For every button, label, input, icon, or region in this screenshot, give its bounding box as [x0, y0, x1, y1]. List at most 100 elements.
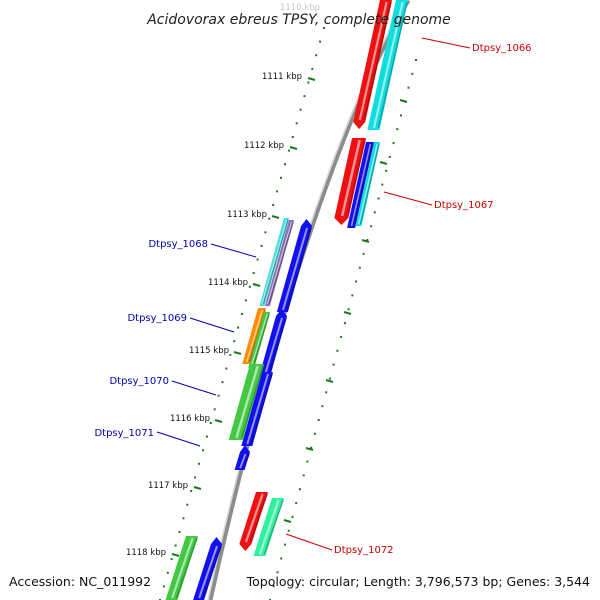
kbp-label-1110: 1110 kbp — [280, 3, 320, 13]
gene-dtpsy-1070-green — [228, 364, 264, 440]
gene-dtpsy-1069-green — [248, 312, 270, 368]
gene-dtpsy-1067-red-shine — [340, 139, 361, 217]
inner-track-dot — [202, 449, 204, 452]
inner-track-dot — [209, 422, 212, 424]
kbp-tick — [193, 485, 202, 491]
gene-bottom-green — [165, 536, 198, 600]
inner-track-dot — [287, 149, 290, 152]
gene-label-dtpsy-1070[interactable]: Dtpsy_1070 — [109, 376, 169, 387]
outer-track-dot — [280, 557, 283, 560]
inner-track-dot — [205, 435, 208, 438]
gene-dtpsy-1068-purple-edge — [268, 221, 294, 305]
outer-track-dot — [317, 419, 320, 421]
gene-label-dtpsy-1072[interactable]: Dtpsy_1072 — [334, 545, 394, 556]
inner-track-dot — [190, 490, 193, 492]
gene-dtpsy-1067-blue-shine — [350, 143, 372, 227]
inner-track-dot — [241, 313, 243, 315]
gene-dtpsy-1066-red — [353, 0, 392, 129]
inner-track-dot — [260, 244, 263, 247]
gene-dtpsy-1071-blue-shine — [239, 453, 247, 469]
kbp-label-1111: 1111 kbp — [262, 72, 302, 82]
gene-dtpsy-1068-purple — [264, 220, 294, 306]
inner-track-dot — [217, 394, 220, 397]
gene-dtpsy-1072-red — [239, 492, 268, 551]
outer-track-dot — [400, 114, 402, 117]
inner-track-dot — [323, 27, 325, 29]
outer-track-dot — [392, 142, 395, 145]
gene-dtpsy-1068-blue-edge — [286, 227, 312, 311]
gene-dtpsy-1066-cyan-shine — [372, 1, 404, 129]
outer-track-dot — [343, 322, 346, 325]
outer-track-dot — [388, 155, 391, 158]
gene-dtpsy-1067-blue-edge — [353, 143, 374, 227]
inner-track-dot — [213, 408, 216, 411]
leader-dtpsy-1069 — [189, 317, 235, 333]
outer-track-dot — [295, 502, 298, 505]
inner-track-dot — [303, 95, 306, 98]
gene-dtpsy-1071-blue-body — [234, 445, 250, 470]
gene-dtpsy-1067-red — [334, 138, 366, 225]
outer-track-dot — [291, 515, 294, 518]
gene-dtpsy-1068-purple-shine — [266, 221, 293, 305]
gene-dtpsy-1070-blue-edge — [250, 373, 273, 445]
gene-bottom-blue — [193, 537, 222, 600]
kbp-tick — [271, 214, 280, 220]
gene-features — [165, 0, 408, 600]
inner-track-dot — [237, 326, 240, 329]
gene-dtpsy-1070-green-shine — [235, 365, 259, 439]
gene-label-dtpsy-1066[interactable]: Dtpsy_1066 — [472, 43, 532, 54]
gene-dtpsy-1068-cyan-edge — [262, 219, 289, 305]
outer-track-dot — [306, 460, 309, 463]
kbp-ticks — [171, 76, 408, 558]
inner-track-dot — [221, 381, 224, 384]
inner-track-dot — [268, 217, 271, 220]
kbp-tick — [283, 518, 292, 524]
gene-label-dtpsy-1071[interactable]: Dtpsy_1071 — [94, 428, 154, 439]
kbp-tick — [171, 552, 180, 558]
gene-dtpsy-1072-red-shine — [244, 493, 264, 543]
leader-dtpsy-1072 — [285, 533, 333, 551]
inner-track-dot — [252, 272, 255, 275]
leader-dtpsy-1067 — [383, 191, 433, 206]
inner-track-dot — [194, 476, 197, 479]
outer-track-dot — [411, 72, 414, 75]
gene-dtpsy-1067-blue — [347, 142, 374, 228]
gene-dtpsy-1067-cyan-shine — [358, 143, 379, 225]
leader-dtpsy-1066 — [421, 37, 471, 49]
map-title: Acidovorax ebreus TPSY, complete genome — [146, 12, 451, 28]
gene-dtpsy-1069-green-edge — [252, 313, 270, 367]
gene-label-dtpsy-1067[interactable]: Dtpsy_1067 — [434, 200, 494, 211]
inner-track-dot — [284, 163, 286, 166]
inner-track-dot — [280, 176, 282, 179]
outer-track-dot — [328, 377, 331, 380]
outer-track-dot — [336, 349, 339, 352]
outer-track-dot — [313, 432, 316, 435]
gene-dtpsy-1068-cyan — [259, 218, 289, 306]
inner-track-dot — [307, 81, 310, 84]
accession-text: Accession: NC_011992 — [9, 574, 151, 589]
gene-label-dtpsy-1068[interactable]: Dtpsy_1068 — [148, 239, 208, 250]
inner-track-dot — [276, 190, 279, 193]
kbp-tick — [307, 76, 316, 82]
kbp-label-1112: 1112 kbp — [244, 141, 284, 151]
kbp-label-1118: 1118 kbp — [126, 548, 166, 558]
gene-dtpsy-1068-blue-shine — [282, 227, 308, 311]
inner-track-dot — [248, 285, 251, 288]
inner-track-dot — [198, 462, 200, 465]
outer-track-dot — [321, 405, 324, 408]
kbp-tick — [289, 145, 298, 151]
gene-label-dtpsy-1069[interactable]: Dtpsy_1069 — [127, 313, 187, 324]
gene-dtpsy-1072-seafoam — [253, 498, 284, 556]
kbp-tick — [399, 98, 408, 104]
leader-dtpsy-1071 — [156, 431, 201, 447]
gene-dtpsy-1072-red-edge — [249, 493, 268, 543]
kbp-label-1114: 1114 kbp — [208, 278, 248, 288]
label-leaders — [156, 37, 471, 551]
outer-track-dot — [385, 169, 388, 172]
inner-track-dot — [244, 299, 247, 302]
outer-track-dot — [377, 197, 380, 200]
gene-dtpsy-1069-blue-edge — [269, 317, 287, 373]
kbp-tick — [305, 446, 314, 452]
inner-track-dot — [256, 258, 259, 261]
